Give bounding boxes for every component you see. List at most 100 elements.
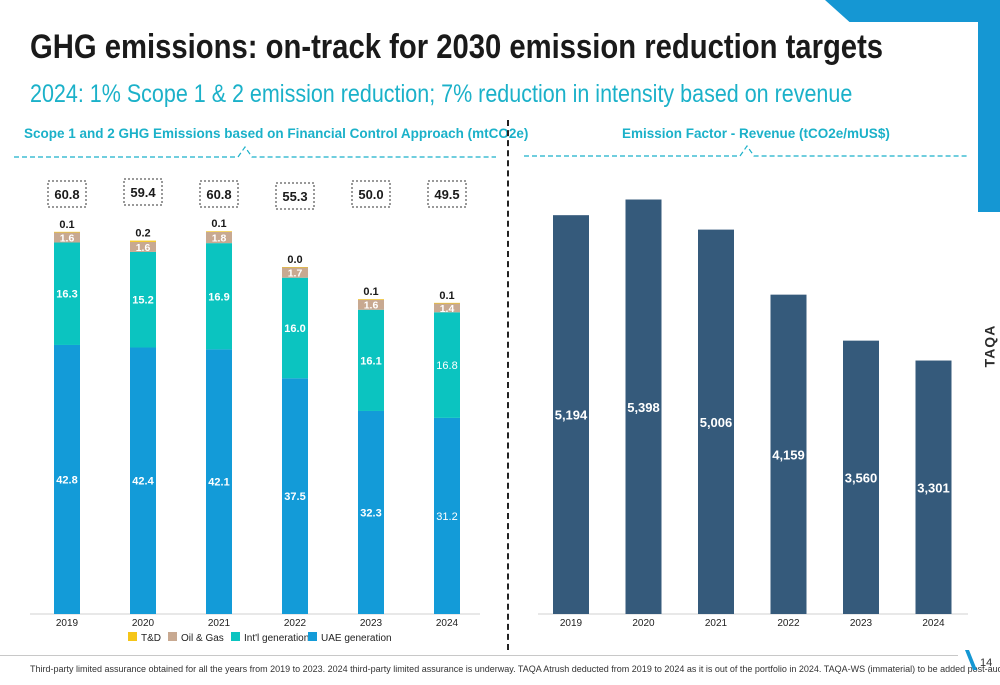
oil-gas-value-label: 1.6 xyxy=(136,242,151,254)
segment-value-label: 16.8 xyxy=(436,360,457,372)
bar-value-label: 5,398 xyxy=(627,400,660,415)
oil-gas-value-label: 1.8 xyxy=(212,232,227,244)
legend-swatch xyxy=(168,632,177,641)
x-tick-label: 2019 xyxy=(560,618,583,629)
oil-gas-value-label: 1.4 xyxy=(440,303,455,315)
total-value-box xyxy=(351,180,391,208)
footnote: Third-party limited assurance obtained f… xyxy=(30,664,1000,674)
factor-title-underline xyxy=(524,144,968,157)
segment-value-label: 16.0 xyxy=(284,323,305,335)
x-tick-label: 2022 xyxy=(777,618,800,629)
emissions-bar-segment xyxy=(130,240,156,242)
emissions-bar-segment xyxy=(130,347,156,614)
oil-gas-value-label: 1.7 xyxy=(288,267,303,279)
emissions-bar-segment xyxy=(54,231,80,233)
emissions-bar-segment xyxy=(206,243,232,350)
emission-factor-bar xyxy=(843,340,879,614)
emissions-bar-segment xyxy=(206,231,232,244)
emissions-bar-segment xyxy=(54,232,80,243)
emissions-bar-segment xyxy=(282,277,308,379)
legend-label: Int'l generation xyxy=(244,633,309,644)
total-value-label: 60.8 xyxy=(54,187,79,202)
total-value-label: 59.4 xyxy=(130,185,156,200)
footer-rule xyxy=(0,655,958,656)
x-tick-label: 2020 xyxy=(632,618,655,629)
segment-value-label: 31.2 xyxy=(436,511,457,523)
x-tick-label: 2021 xyxy=(208,618,231,629)
emissions-bar-segment xyxy=(358,299,384,300)
segment-value-label: 16.9 xyxy=(208,291,229,303)
td-value-label: 0.0 xyxy=(287,254,302,266)
bar-value-label: 3,560 xyxy=(845,470,878,485)
segment-value-label: 15.2 xyxy=(132,295,153,307)
legend-swatch xyxy=(128,632,137,641)
segment-value-label: 32.3 xyxy=(360,507,381,519)
total-value-label: 60.8 xyxy=(206,187,231,202)
oil-gas-value-label: 1.6 xyxy=(60,232,75,244)
factor-chart-title: Emission Factor - Revenue (tCO2e/mUS$) xyxy=(622,126,890,141)
emissions-bar-segment xyxy=(434,302,460,304)
emissions-bar-segment xyxy=(54,344,80,614)
emissions-bar-segment xyxy=(434,312,460,418)
emissions-bar-segment xyxy=(358,309,384,411)
bar-value-label: 5,006 xyxy=(700,415,733,430)
emission-factor-bar xyxy=(698,229,734,614)
page-title: GHG emissions: on-track for 2030 emissio… xyxy=(30,28,884,66)
emission-factor-bar xyxy=(915,360,952,614)
total-value-box xyxy=(275,182,315,210)
segment-value-label: 16.1 xyxy=(360,355,381,367)
emissions-bar-segment xyxy=(206,231,232,232)
x-tick-label: 2020 xyxy=(132,618,155,629)
emissions-title-underline xyxy=(14,145,496,158)
emissions-bar-segment xyxy=(358,410,384,614)
total-value-box xyxy=(47,180,87,208)
page-subtitle: 2024: 1% Scope 1 & 2 emission reduction;… xyxy=(30,80,853,108)
legend-swatch xyxy=(308,632,317,641)
x-tick-label: 2024 xyxy=(436,618,459,629)
total-value-box xyxy=(123,178,163,206)
total-value-label: 55.3 xyxy=(282,189,307,204)
corner-accent-top xyxy=(825,0,1000,22)
td-value-label: 0.2 xyxy=(135,228,150,240)
emissions-bar-segment xyxy=(130,251,156,348)
emission-factor-bar xyxy=(770,294,807,614)
x-tick-label: 2021 xyxy=(705,618,728,629)
emissions-stacked-bar-chart: 42.816.31.60.1201960.842.415.21.60.22020… xyxy=(47,178,467,629)
segment-value-label: 37.5 xyxy=(284,491,305,503)
page-number: 14 xyxy=(980,657,993,669)
emission-factor-bar xyxy=(553,215,589,615)
bar-value-label: 4,159 xyxy=(772,447,805,462)
emission-factor-bar xyxy=(625,199,662,614)
corner-accent-side xyxy=(978,0,1000,212)
td-value-label: 0.1 xyxy=(439,290,454,302)
panel-divider xyxy=(507,120,509,650)
td-value-label: 0.1 xyxy=(59,219,74,231)
emissions-bar-segment xyxy=(54,242,80,345)
emissions-bar-segment xyxy=(206,349,232,614)
td-value-label: 0.1 xyxy=(363,286,378,298)
x-tick-label: 2023 xyxy=(850,618,873,629)
bar-value-label: 3,301 xyxy=(917,480,950,495)
emissions-bar-segment xyxy=(282,267,308,268)
x-tick-label: 2022 xyxy=(284,618,307,629)
oil-gas-value-label: 1.6 xyxy=(364,300,379,312)
emissions-bar-segment xyxy=(130,241,156,252)
legend-label: Oil & Gas xyxy=(181,633,224,644)
total-value-box xyxy=(199,180,239,208)
emissions-bar-segment xyxy=(358,299,384,310)
x-tick-label: 2019 xyxy=(56,618,79,629)
legend-swatch xyxy=(231,632,240,641)
total-value-box xyxy=(427,180,467,208)
td-value-label: 0.1 xyxy=(211,218,226,230)
segment-value-label: 42.8 xyxy=(56,474,77,486)
total-value-label: 49.5 xyxy=(434,187,459,202)
emissions-chart-title: Scope 1 and 2 GHG Emissions based on Fin… xyxy=(24,126,529,141)
bar-value-label: 5,194 xyxy=(555,408,588,423)
emissions-bar-segment xyxy=(282,267,308,278)
slash-brand-icon xyxy=(965,650,977,670)
x-tick-label: 2024 xyxy=(922,618,945,629)
total-value-label: 50.0 xyxy=(358,187,383,202)
segment-value-label: 16.3 xyxy=(56,289,77,301)
legend-label: UAE generation xyxy=(321,633,392,644)
